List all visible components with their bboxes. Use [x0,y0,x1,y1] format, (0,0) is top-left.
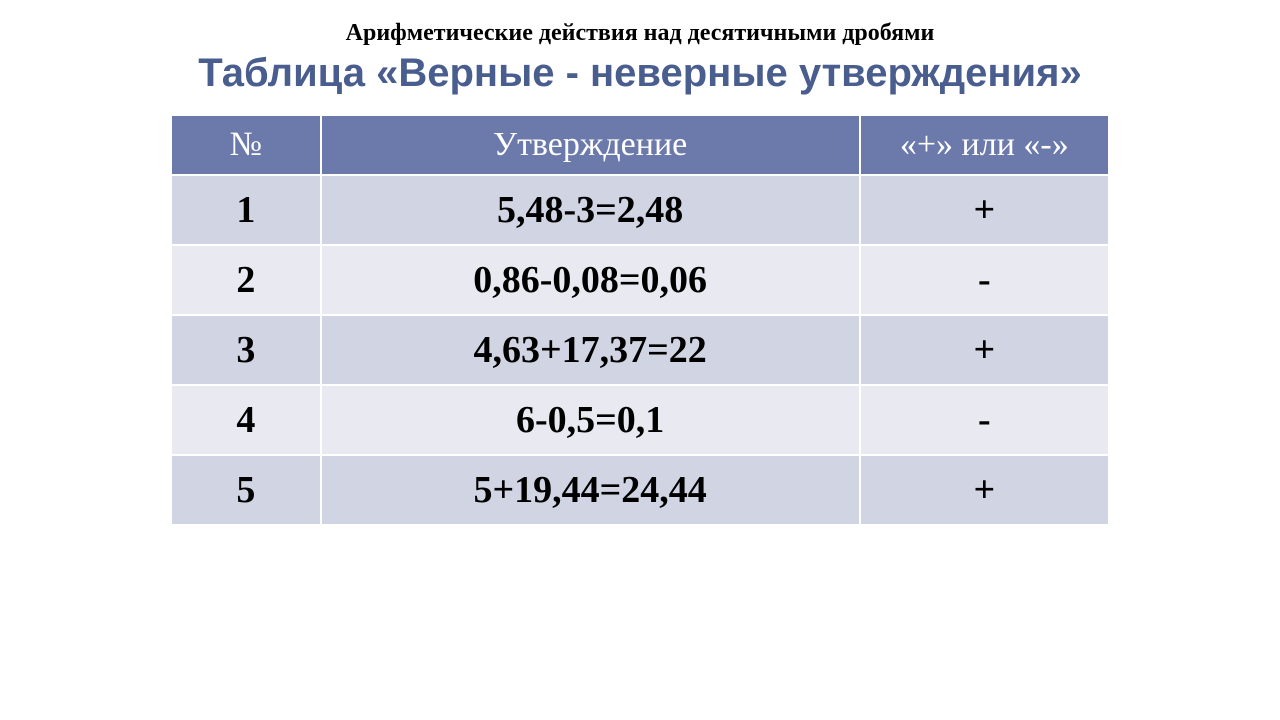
table-header-row: № Утверждение «+» или «-» [171,115,1109,175]
cell-result: - [860,385,1109,455]
table-row: 4 6-0,5=0,1 - [171,385,1109,455]
cell-statement: 0,86-0,08=0,06 [321,245,860,315]
col-header-number: № [171,115,321,175]
col-header-statement: Утверждение [321,115,860,175]
cell-statement: 4,63+17,37=22 [321,315,860,385]
table-row: 3 4,63+17,37=22 + [171,315,1109,385]
cell-statement: 5,48-3=2,48 [321,175,860,245]
statements-table: № Утверждение «+» или «-» 1 5,48-3=2,48 … [170,114,1110,526]
cell-number: 3 [171,315,321,385]
table-row: 1 5,48-3=2,48 + [171,175,1109,245]
cell-statement: 5+19,44=24,44 [321,455,860,525]
cell-statement: 6-0,5=0,1 [321,385,860,455]
cell-number: 2 [171,245,321,315]
cell-result: + [860,315,1109,385]
table-row: 5 5+19,44=24,44 + [171,455,1109,525]
cell-number: 4 [171,385,321,455]
slide-title: Таблица «Верные - неверные утверждения» [60,51,1220,96]
table-container: № Утверждение «+» или «-» 1 5,48-3=2,48 … [60,114,1220,526]
slide-subtitle: Арифметические действия над десятичными … [60,20,1220,47]
table-row: 2 0,86-0,08=0,06 - [171,245,1109,315]
cell-number: 5 [171,455,321,525]
col-header-result: «+» или «-» [860,115,1109,175]
cell-result: + [860,175,1109,245]
cell-result: + [860,455,1109,525]
cell-number: 1 [171,175,321,245]
cell-result: - [860,245,1109,315]
